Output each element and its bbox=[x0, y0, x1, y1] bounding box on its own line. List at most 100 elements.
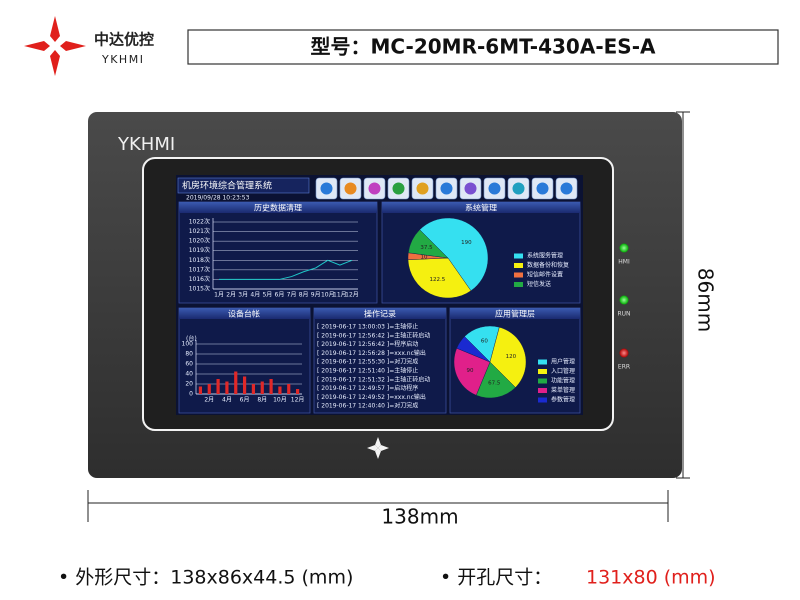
legend-label: 功能管理 bbox=[551, 377, 575, 385]
bar bbox=[207, 384, 211, 394]
legend-swatch bbox=[538, 397, 547, 403]
led-label: HMI bbox=[618, 259, 630, 266]
x-tick-label: 8月 bbox=[299, 292, 309, 299]
toolbar-glyph bbox=[440, 182, 453, 195]
y-tick-label: 1021次 bbox=[189, 227, 210, 235]
x-tick-label: 1月 bbox=[214, 292, 224, 299]
panel-title: 历史数据清理 bbox=[254, 203, 302, 213]
toolbar-glyph bbox=[392, 182, 405, 195]
log-entry: [ 2019-06-17 12:51:40 ]=主轴停止 bbox=[317, 367, 418, 375]
height-label: 86mm bbox=[694, 268, 718, 332]
panel-title: 系统管理 bbox=[465, 203, 497, 213]
bar bbox=[295, 389, 300, 394]
x-tick-label: 3月 bbox=[238, 292, 248, 299]
legend-swatch bbox=[538, 359, 547, 365]
toolbar-glyph bbox=[320, 182, 333, 195]
log-entry: [ 2019-06-17 12:40:40 ]=对刀完成 bbox=[317, 402, 418, 410]
datetime: 2019/09/28 10:23:53 bbox=[186, 195, 250, 202]
width-label: 138mm bbox=[381, 505, 458, 529]
log-entry: [ 2019-06-17 12:51:32 ]=主轴正转启动 bbox=[317, 375, 430, 383]
logo bbox=[24, 16, 86, 76]
bar bbox=[216, 379, 220, 394]
legend-swatch bbox=[514, 253, 523, 259]
y-tick-label: 0 bbox=[189, 391, 193, 398]
x-tick-label: 4月 bbox=[250, 292, 260, 299]
bar bbox=[260, 381, 264, 394]
pie-slice bbox=[419, 217, 489, 292]
y-tick-label: 1017次 bbox=[189, 265, 210, 273]
panels bbox=[178, 201, 581, 414]
legend-swatch bbox=[538, 369, 547, 374]
x-tick-label: 7月 bbox=[287, 292, 297, 299]
data-label: 90 bbox=[467, 368, 474, 374]
data-label: 122.5 bbox=[430, 277, 446, 283]
title-box bbox=[177, 177, 310, 194]
dimension-lines bbox=[87, 111, 690, 522]
y-tick-label: 60 bbox=[185, 361, 193, 368]
legend-swatch bbox=[538, 378, 547, 384]
x-tick-label: 6月 bbox=[275, 292, 285, 299]
data-label: 37.5 bbox=[420, 245, 433, 251]
x-tick-label: 11月 bbox=[333, 292, 347, 299]
y-tick-label: 40 bbox=[185, 371, 193, 378]
y-tick-label: 1019次 bbox=[189, 246, 210, 254]
legend-label: 参数管理 bbox=[551, 396, 575, 404]
panel-headers bbox=[179, 202, 580, 319]
legend-swatch bbox=[514, 282, 523, 287]
toolbar-glyph bbox=[512, 182, 525, 195]
toolbar-glyph bbox=[368, 182, 381, 195]
bar bbox=[242, 376, 247, 394]
pie-slice bbox=[407, 257, 472, 299]
x-tick-label: 12月 bbox=[345, 292, 359, 299]
legend-swatch bbox=[514, 272, 523, 278]
legend-label: 短信发送 bbox=[527, 280, 551, 288]
toolbar-glyph bbox=[488, 182, 501, 195]
bar bbox=[198, 386, 203, 394]
legend-label: 菜单管理 bbox=[551, 386, 575, 394]
log-entry: [ 2019-06-17 12:56:42 ]=主轴正转启动 bbox=[317, 331, 430, 339]
log-entry: [ 2019-06-17 12:56:28 ]=xxx.nc输出 bbox=[317, 349, 426, 357]
toolbar bbox=[315, 177, 578, 200]
log-entry: [ 2019-06-17 12:55:30 ]=对刀完成 bbox=[317, 358, 418, 366]
panel-title: 应用管理层 bbox=[495, 309, 535, 319]
pie-slice bbox=[453, 347, 491, 396]
x-tick-label: 6月 bbox=[240, 397, 250, 404]
x-tick-label: 12月 bbox=[291, 397, 305, 404]
toolbar-glyph bbox=[560, 182, 573, 195]
panel-title: 设备台帐 bbox=[228, 309, 260, 319]
y-tick-label: 1018次 bbox=[189, 256, 210, 264]
log-entry: [ 2019-06-17 13:00:03 ]=主轴停止 bbox=[317, 323, 418, 331]
y-tick-label: 100 bbox=[182, 341, 194, 348]
led-label: RUN bbox=[617, 311, 630, 318]
x-tick-label: 2月 bbox=[226, 292, 236, 299]
pie-slice bbox=[408, 229, 449, 259]
spec-outline: • 外形尺寸：138x86x44.5 (mm) bbox=[58, 567, 353, 589]
brand: YKHMI bbox=[117, 134, 175, 155]
pie-slice bbox=[475, 361, 516, 399]
log-entry: [ 2019-06-17 12:49:57 ]=启动程序 bbox=[317, 384, 418, 392]
log-entry: [ 2019-06-17 12:56:42 ]=程序启动 bbox=[317, 340, 418, 348]
screen-title: 机房环境综合管理系统 bbox=[182, 180, 272, 192]
data-label: 10 bbox=[421, 254, 428, 260]
legend-label: 入口管理 bbox=[551, 367, 575, 375]
bar bbox=[278, 386, 282, 394]
pie-slice bbox=[456, 336, 491, 363]
y-tick-label: 1020次 bbox=[189, 237, 210, 245]
x-tick-label: 5月 bbox=[262, 292, 272, 299]
legend-swatch bbox=[538, 388, 547, 393]
y-tick-label: 1016次 bbox=[189, 275, 210, 283]
log-entry: [ 2019-06-17 12:49:52 ]=xxx.nc输出 bbox=[317, 393, 426, 401]
y-tick-label: 1022次 bbox=[189, 218, 210, 226]
bar bbox=[251, 384, 256, 394]
x-tick-label: 2月 bbox=[204, 397, 214, 404]
x-tick-label: 4月 bbox=[222, 397, 232, 404]
led-label: ERR bbox=[618, 364, 630, 371]
toolbar-glyph bbox=[464, 182, 477, 195]
led bbox=[619, 295, 629, 305]
legend-swatch bbox=[514, 263, 523, 268]
logo-sub: YKHMI bbox=[101, 53, 144, 66]
pie-slice bbox=[489, 326, 527, 388]
legend-label: 短信邮件设置 bbox=[527, 271, 563, 279]
